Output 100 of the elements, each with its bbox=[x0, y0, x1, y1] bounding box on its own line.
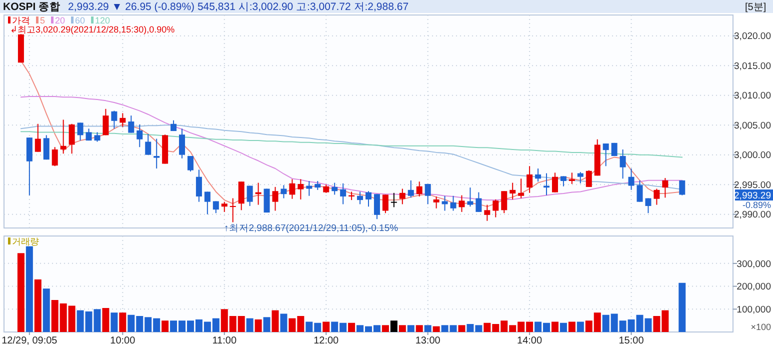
candlestick bbox=[458, 194, 465, 212]
candlestick bbox=[450, 195, 456, 212]
candlestick bbox=[111, 110, 118, 130]
candlestick bbox=[636, 180, 643, 202]
candlestick bbox=[602, 143, 609, 167]
bar bbox=[272, 310, 279, 332]
candlestick bbox=[492, 198, 499, 218]
y-tick-label: 3,005.00 bbox=[734, 120, 771, 132]
candlestick bbox=[382, 194, 388, 214]
bar bbox=[348, 322, 356, 332]
candlestick bbox=[196, 169, 202, 202]
bar bbox=[424, 325, 432, 332]
legend-label: 60 bbox=[75, 16, 86, 26]
candlestick bbox=[128, 115, 134, 134]
candlestick bbox=[272, 186, 278, 212]
candlestick bbox=[374, 194, 380, 220]
bar bbox=[432, 326, 440, 332]
text: [5분] bbox=[745, 2, 766, 13]
candlestick bbox=[94, 132, 100, 142]
bar bbox=[162, 320, 169, 332]
candlestick bbox=[390, 192, 397, 208]
candlestick bbox=[586, 170, 592, 188]
candlestick bbox=[645, 198, 652, 214]
bar bbox=[26, 246, 33, 332]
candlestick bbox=[179, 128, 186, 159]
bar bbox=[34, 279, 42, 332]
candlestick bbox=[484, 204, 490, 222]
candlestick bbox=[120, 112, 126, 128]
candlestick bbox=[340, 182, 346, 205]
legend-label: 20 bbox=[55, 16, 66, 26]
bar bbox=[416, 325, 423, 332]
candlestick bbox=[52, 146, 58, 167]
candlestick bbox=[679, 180, 686, 196]
candlestick bbox=[145, 133, 152, 156]
candlestick bbox=[535, 168, 542, 182]
x-tick-label: 13:00 bbox=[415, 336, 441, 345]
legend-label: 5 bbox=[40, 16, 46, 26]
bar bbox=[17, 253, 24, 332]
candlestick bbox=[238, 181, 244, 211]
candlestick bbox=[26, 137, 32, 196]
y-tick-label: 2,990.00 bbox=[734, 210, 771, 221]
y-tick-label: 100,000 bbox=[736, 304, 771, 316]
candlestick bbox=[510, 182, 516, 200]
bar bbox=[110, 312, 118, 332]
candlestick bbox=[289, 178, 296, 200]
candlestick bbox=[366, 190, 372, 208]
candlestick bbox=[577, 172, 584, 184]
y-tick-label: 300,000 bbox=[736, 258, 771, 270]
y-tick-label: 3,015.00 bbox=[734, 60, 771, 72]
candlestick bbox=[60, 119, 66, 154]
candlestick bbox=[280, 184, 287, 199]
bar bbox=[263, 317, 270, 332]
candlestick bbox=[552, 172, 558, 193]
y-tick-label: 3,000.00 bbox=[734, 150, 771, 162]
bar bbox=[560, 322, 567, 332]
candlestick bbox=[136, 124, 143, 148]
x-tick-label: 15:00 bbox=[618, 336, 644, 345]
candlestick bbox=[357, 191, 364, 205]
series-label: 거래량 bbox=[12, 236, 39, 246]
candlestick bbox=[298, 178, 304, 200]
candlestick bbox=[154, 138, 160, 170]
candlestick bbox=[102, 108, 109, 136]
candlestick bbox=[662, 178, 668, 198]
text: -0.89% bbox=[742, 200, 771, 210]
candlestick bbox=[560, 176, 566, 187]
bar bbox=[382, 325, 389, 332]
candlestick bbox=[212, 200, 219, 214]
candlestick bbox=[526, 166, 533, 194]
x-tick-label: 14:00 bbox=[517, 336, 543, 345]
annotation: ↲최고3,020.29(2021/12/28,15:30),0.90% bbox=[10, 24, 175, 34]
candlestick bbox=[654, 188, 660, 206]
y-tick-label: 3,020.00 bbox=[734, 31, 771, 42]
candlestick bbox=[221, 201, 228, 212]
legend-label: 가격 bbox=[12, 16, 30, 26]
candlestick bbox=[628, 168, 634, 190]
candlestick bbox=[568, 172, 575, 184]
x-tick-label: 12/29, 09:05 bbox=[2, 336, 58, 345]
bar bbox=[102, 308, 110, 332]
x-tick-label: 11:00 bbox=[212, 336, 237, 345]
bar bbox=[322, 322, 330, 332]
candlestick bbox=[43, 134, 50, 160]
y-tick-label: 2,995.00 bbox=[734, 180, 771, 191]
bar bbox=[407, 325, 414, 332]
text: ×100 bbox=[750, 322, 771, 332]
bar bbox=[576, 322, 584, 332]
candlestick bbox=[77, 122, 84, 142]
candlestick bbox=[501, 190, 508, 214]
y-tick-label: 3,010.00 bbox=[734, 90, 771, 102]
y-tick-label: 200,000 bbox=[736, 282, 771, 293]
candlestick bbox=[408, 180, 414, 198]
bar bbox=[678, 282, 686, 332]
text: 2,993.29 bbox=[734, 190, 771, 202]
bar bbox=[246, 318, 254, 332]
candlestick bbox=[204, 191, 210, 215]
bar bbox=[458, 325, 466, 332]
candlestick bbox=[416, 181, 422, 197]
bar bbox=[254, 319, 262, 332]
bar bbox=[398, 325, 406, 332]
bar bbox=[280, 314, 288, 332]
candlestick bbox=[264, 188, 270, 214]
